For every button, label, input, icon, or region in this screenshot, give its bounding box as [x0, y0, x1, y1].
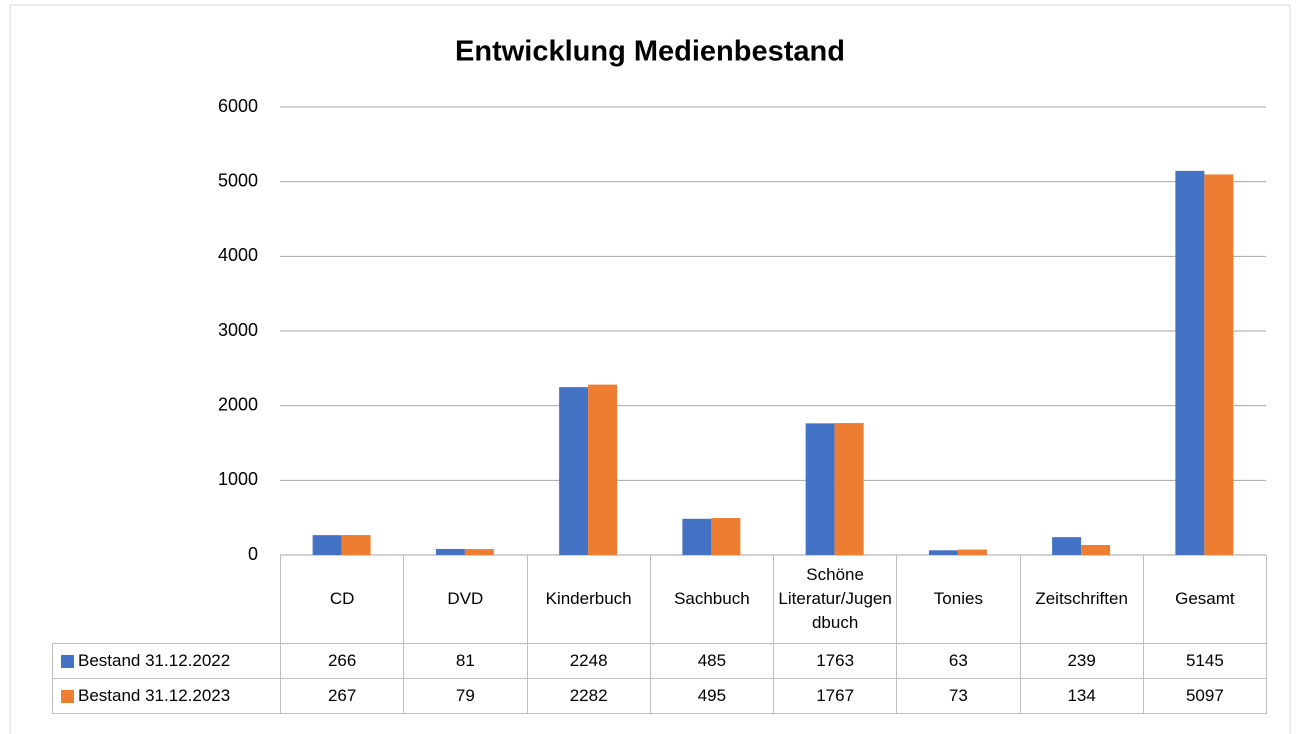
y-tick-label: 0: [248, 544, 258, 564]
table-value: 267: [280, 678, 405, 714]
table-value: 134: [1019, 678, 1144, 714]
bar: [928, 550, 958, 555]
y-tick-label: 1000: [218, 469, 258, 489]
table-value: 63: [896, 643, 1021, 679]
bar: [1081, 544, 1111, 555]
table-value: 495: [649, 678, 774, 714]
table-value: 1767: [773, 678, 898, 714]
bar: [1204, 174, 1234, 555]
table-value: 79: [403, 678, 528, 714]
category-label: Tonies: [896, 555, 1021, 644]
y-tick-label: 2000: [218, 394, 258, 414]
category-label: Sachbuch: [649, 555, 774, 644]
bar: [711, 518, 741, 555]
legend-label: Bestand 31.12.2023: [78, 686, 231, 705]
category-label: Schöne Literatur/Jugendbuch: [773, 555, 898, 644]
bar: [312, 535, 342, 555]
bar: [1052, 537, 1082, 555]
table-value: 2248: [526, 643, 651, 679]
table-value: 239: [1019, 643, 1144, 679]
bar: [1175, 170, 1205, 555]
category-label: Kinderbuch: [526, 555, 651, 644]
bar: [464, 549, 494, 555]
table-value: 485: [649, 643, 774, 679]
table-value: 73: [896, 678, 1021, 714]
category-label: CD: [280, 555, 405, 644]
legend-key: [61, 654, 74, 668]
table-value: 1763: [773, 643, 898, 679]
legend-entry: Bestand 31.12.2022: [52, 643, 281, 679]
bar: [682, 518, 712, 555]
y-tick-label: 4000: [218, 245, 258, 265]
bar: [957, 549, 987, 555]
y-tick-label: 6000: [218, 96, 258, 116]
legend-key: [61, 689, 74, 703]
y-tick-label: 3000: [218, 320, 258, 340]
category-label: Gesamt: [1142, 555, 1267, 644]
bar: [805, 423, 835, 555]
table-value: 266: [280, 643, 405, 679]
category-label: DVD: [403, 555, 528, 644]
bar: [588, 384, 618, 555]
legend-label: Bestand 31.12.2022: [78, 651, 231, 670]
y-tick-label: 5000: [218, 170, 258, 190]
table-value: 2282: [526, 678, 651, 714]
category-label: Zeitschriften: [1019, 555, 1144, 644]
bar: [559, 387, 589, 555]
table-value: 5097: [1142, 678, 1267, 714]
bar: [341, 535, 371, 555]
bar: [834, 423, 864, 555]
table-value: 5145: [1142, 643, 1267, 679]
table-value: 81: [403, 643, 528, 679]
legend-entry: Bestand 31.12.2023: [52, 678, 281, 714]
bar: [435, 548, 465, 555]
chart-title: Entwicklung Medienbestand: [455, 36, 845, 68]
